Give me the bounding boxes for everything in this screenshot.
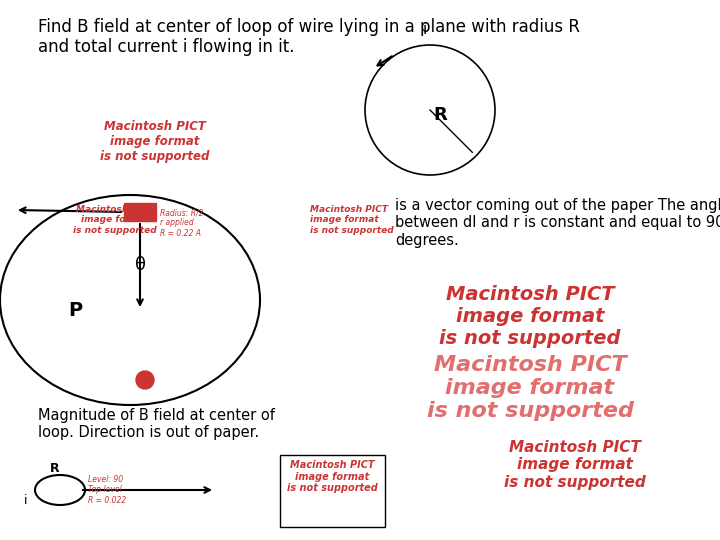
Text: Magnitude of B field at center of
loop. Direction is out of paper.: Magnitude of B field at center of loop. …: [38, 408, 275, 441]
Text: Find B field at center of loop of wire lying in a plane with radius R: Find B field at center of loop of wire l…: [38, 18, 580, 36]
Bar: [280, 455, 385, 527]
Text: Macintosh PICT
image format
is not supported: Macintosh PICT image format is not suppo…: [439, 285, 621, 348]
Text: i: i: [24, 494, 28, 507]
Text: and total current i flowing in it.: and total current i flowing in it.: [38, 38, 294, 56]
Text: R: R: [433, 106, 447, 124]
Text: Macintosh PICT
image format
is not supported: Macintosh PICT image format is not suppo…: [100, 120, 210, 163]
Text: Macintosh PICT
image format
is not supported: Macintosh PICT image format is not suppo…: [310, 205, 394, 235]
Text: P: P: [68, 300, 82, 320]
Text: Macintosh PICT
image format
is not supported: Macintosh PICT image format is not suppo…: [73, 205, 157, 235]
Text: is a vector coming out of the paper The angle
between dl and r is constant and e: is a vector coming out of the paper The …: [395, 198, 720, 248]
Text: Radius: R/2
r applied
R = 0.22 A: Radius: R/2 r applied R = 0.22 A: [160, 208, 204, 238]
Text: Macintosh PICT
image format
is not supported: Macintosh PICT image format is not suppo…: [426, 355, 634, 421]
Text: Macintosh PICT
image format
is not supported: Macintosh PICT image format is not suppo…: [504, 440, 646, 490]
Circle shape: [136, 371, 154, 389]
Text: Level: 90
Top level
R = 0.022: Level: 90 Top level R = 0.022: [88, 475, 126, 505]
Text: i: i: [423, 22, 427, 37]
Text: θ: θ: [135, 256, 145, 274]
Bar: [124, 203, 156, 221]
Text: R: R: [50, 462, 60, 475]
Text: Macintosh PICT
image format
is not supported: Macintosh PICT image format is not suppo…: [287, 460, 378, 493]
